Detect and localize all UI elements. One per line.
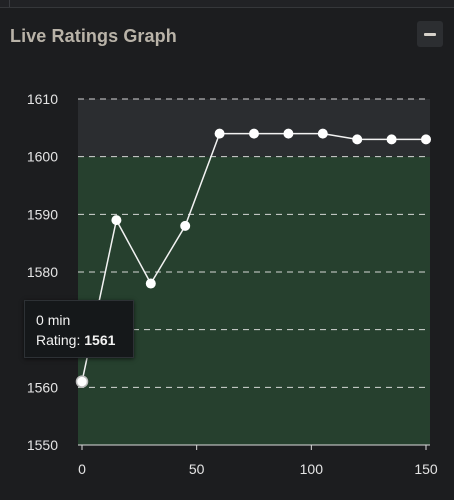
tooltip-time: 0 min <box>36 312 70 328</box>
x-tick-label-0: 0 <box>78 461 86 477</box>
chart-axes <box>78 444 430 450</box>
x-tick-label-150: 150 <box>414 461 438 477</box>
data-point-45 <box>180 220 191 231</box>
data-point-15 <box>111 215 122 226</box>
y-tick-label-1550: 1550 <box>27 437 58 453</box>
x-tick-label-50: 50 <box>189 461 205 477</box>
data-point-150 <box>421 134 431 145</box>
top-strip-divider <box>9 0 10 7</box>
data-point-0 <box>75 375 89 388</box>
data-point-60 <box>214 128 225 139</box>
panel-title: Live Ratings Graph <box>10 26 177 46</box>
collapse-button[interactable] <box>417 21 443 47</box>
data-point-90 <box>283 128 294 139</box>
top-strip <box>0 0 454 8</box>
y-tick-label-1580: 1580 <box>27 264 58 280</box>
x-tick-label-100: 100 <box>300 461 324 477</box>
tooltip-rating: Rating: 1561 <box>36 332 115 348</box>
chart-band-1 <box>78 99 430 157</box>
data-point-75 <box>249 128 259 139</box>
x-axis-labels: 0 50 100 150 <box>78 461 438 477</box>
data-point-30 <box>145 278 156 289</box>
data-point-120 <box>352 134 363 145</box>
y-axis-labels: 1550 1560 1580 1590 1600 1610 <box>27 91 58 453</box>
tooltip-time-unit: min <box>47 312 71 328</box>
y-tick-label-1590: 1590 <box>27 206 58 222</box>
chart-points <box>75 128 431 388</box>
tooltip-time-value: 0 <box>36 312 44 328</box>
y-tick-label-1560: 1560 <box>27 379 58 395</box>
data-point-135 <box>386 134 397 145</box>
chart-bands <box>78 99 430 445</box>
minus-icon <box>424 33 436 36</box>
tooltip-rating-value: 1561 <box>84 332 116 348</box>
tooltip-rating-label: Rating: <box>36 332 81 348</box>
y-tick-label-1600: 1600 <box>27 149 58 165</box>
data-point-105 <box>317 128 328 139</box>
chart-tooltip: 0 min Rating: 1561 <box>24 300 134 358</box>
y-tick-label-1610: 1610 <box>27 91 58 107</box>
chart-band-0 <box>78 156 430 445</box>
chart-grid <box>78 98 430 388</box>
